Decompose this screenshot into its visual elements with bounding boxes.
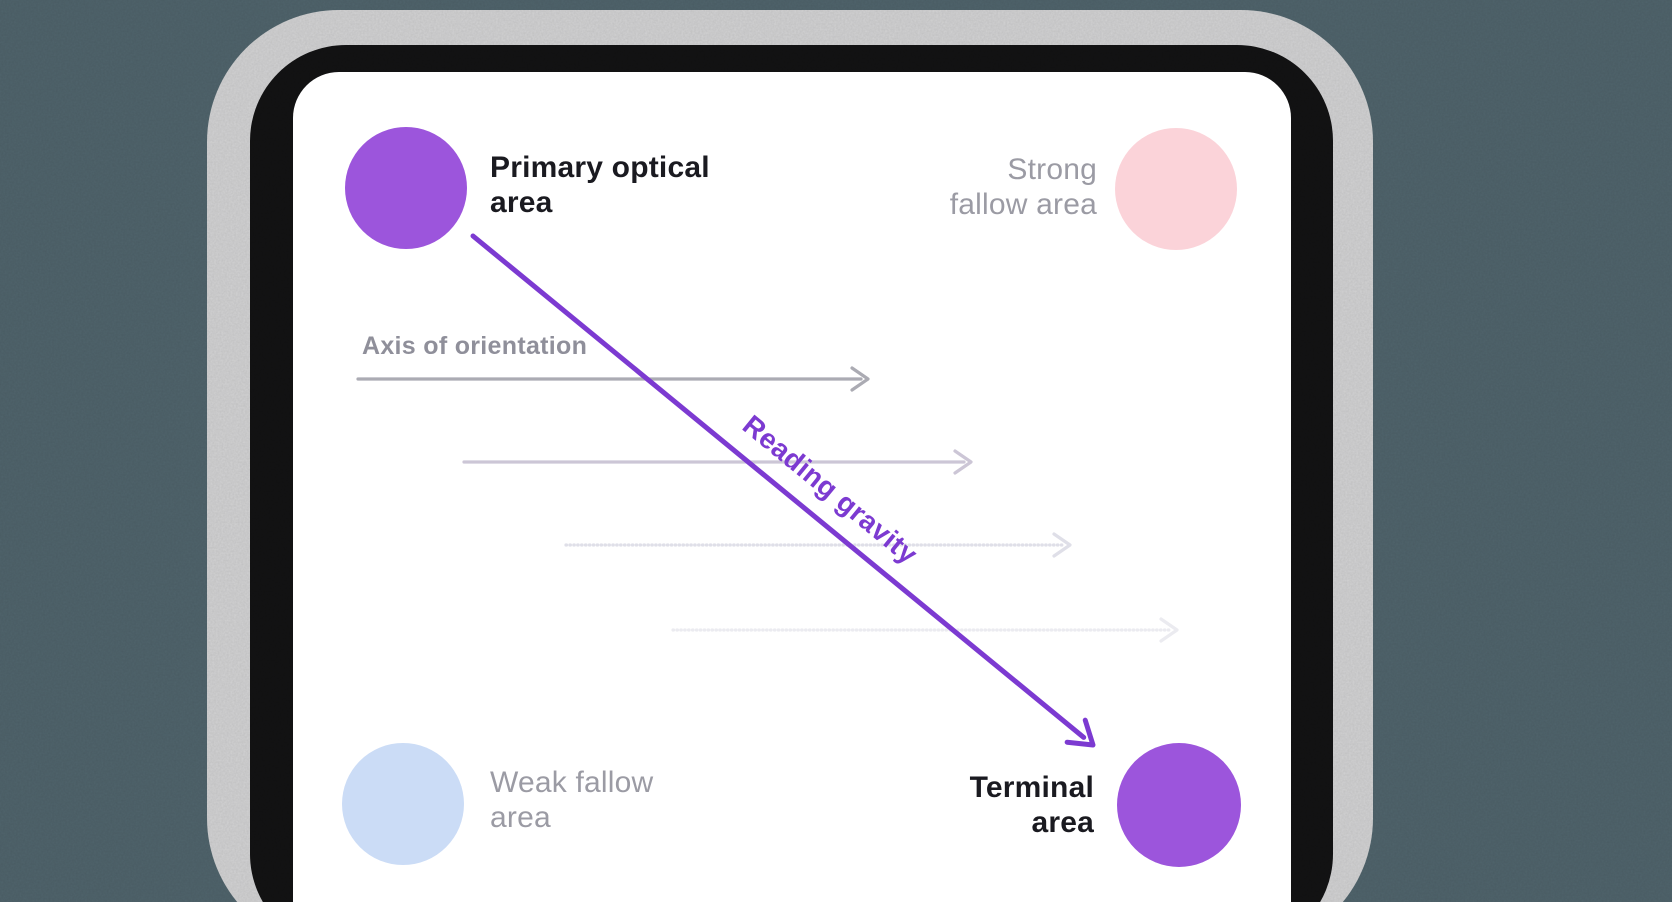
axis-of-orientation-label: Axis of orientation	[362, 332, 588, 360]
terminal-area-label: Terminal area	[969, 771, 1094, 839]
terminal-area-circle	[1117, 743, 1241, 867]
weak-fallow-area-circle	[342, 743, 464, 865]
strong-fallow-area-circle	[1115, 128, 1237, 250]
primary-optical-area-label: Primary optical area	[490, 151, 710, 219]
primary-optical-area-circle	[345, 127, 467, 249]
weak-fallow-area-label: Weak fallow area	[490, 766, 654, 834]
strong-fallow-area-label: Strong fallow area	[949, 153, 1097, 221]
